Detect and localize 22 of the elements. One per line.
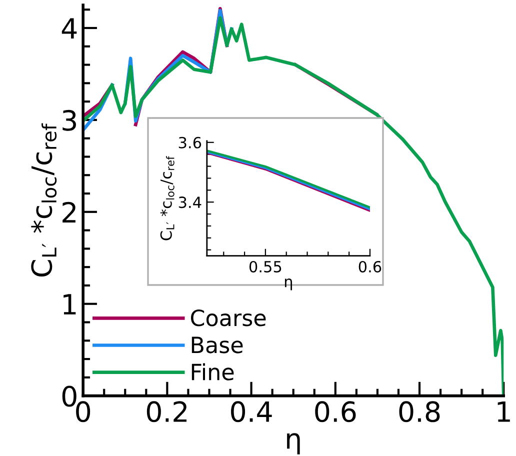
y-tick-label: 3.4 xyxy=(178,196,202,208)
x-axis-title: η xyxy=(287,433,300,454)
x-tick-label: 0.4 xyxy=(231,401,272,422)
y-axis-title: C$_{L′}$ *c$_{loc}$/c$_{ref}$ xyxy=(31,123,57,276)
y-tick-label: 4 xyxy=(62,18,77,39)
x-tick-label: 0.6 xyxy=(358,260,382,273)
x-axis-title: η xyxy=(284,278,292,290)
legend-label: Coarse xyxy=(190,309,266,326)
x-tick-label: 0.6 xyxy=(315,401,356,422)
y-tick-label: 3.6 xyxy=(178,136,202,148)
y-tick-label: 3 xyxy=(62,110,76,131)
x-tick-label: 0.55 xyxy=(249,260,282,273)
legend-label: Base xyxy=(192,336,243,354)
y-axis-title: C$_{L′}$ *c$_{loc}$/c$_{ref}$ xyxy=(160,156,174,240)
x-tick-label: 1 xyxy=(498,402,510,422)
legend-label: Fine xyxy=(192,363,234,380)
y-tick-label: 2 xyxy=(62,202,76,222)
y-tick-label: 0 xyxy=(62,386,76,407)
x-tick-label: 0 xyxy=(76,401,90,422)
y-tick-label: 1 xyxy=(64,294,76,314)
x-tick-label: 0.8 xyxy=(399,401,440,422)
x-tick-label: 0.2 xyxy=(146,401,186,422)
